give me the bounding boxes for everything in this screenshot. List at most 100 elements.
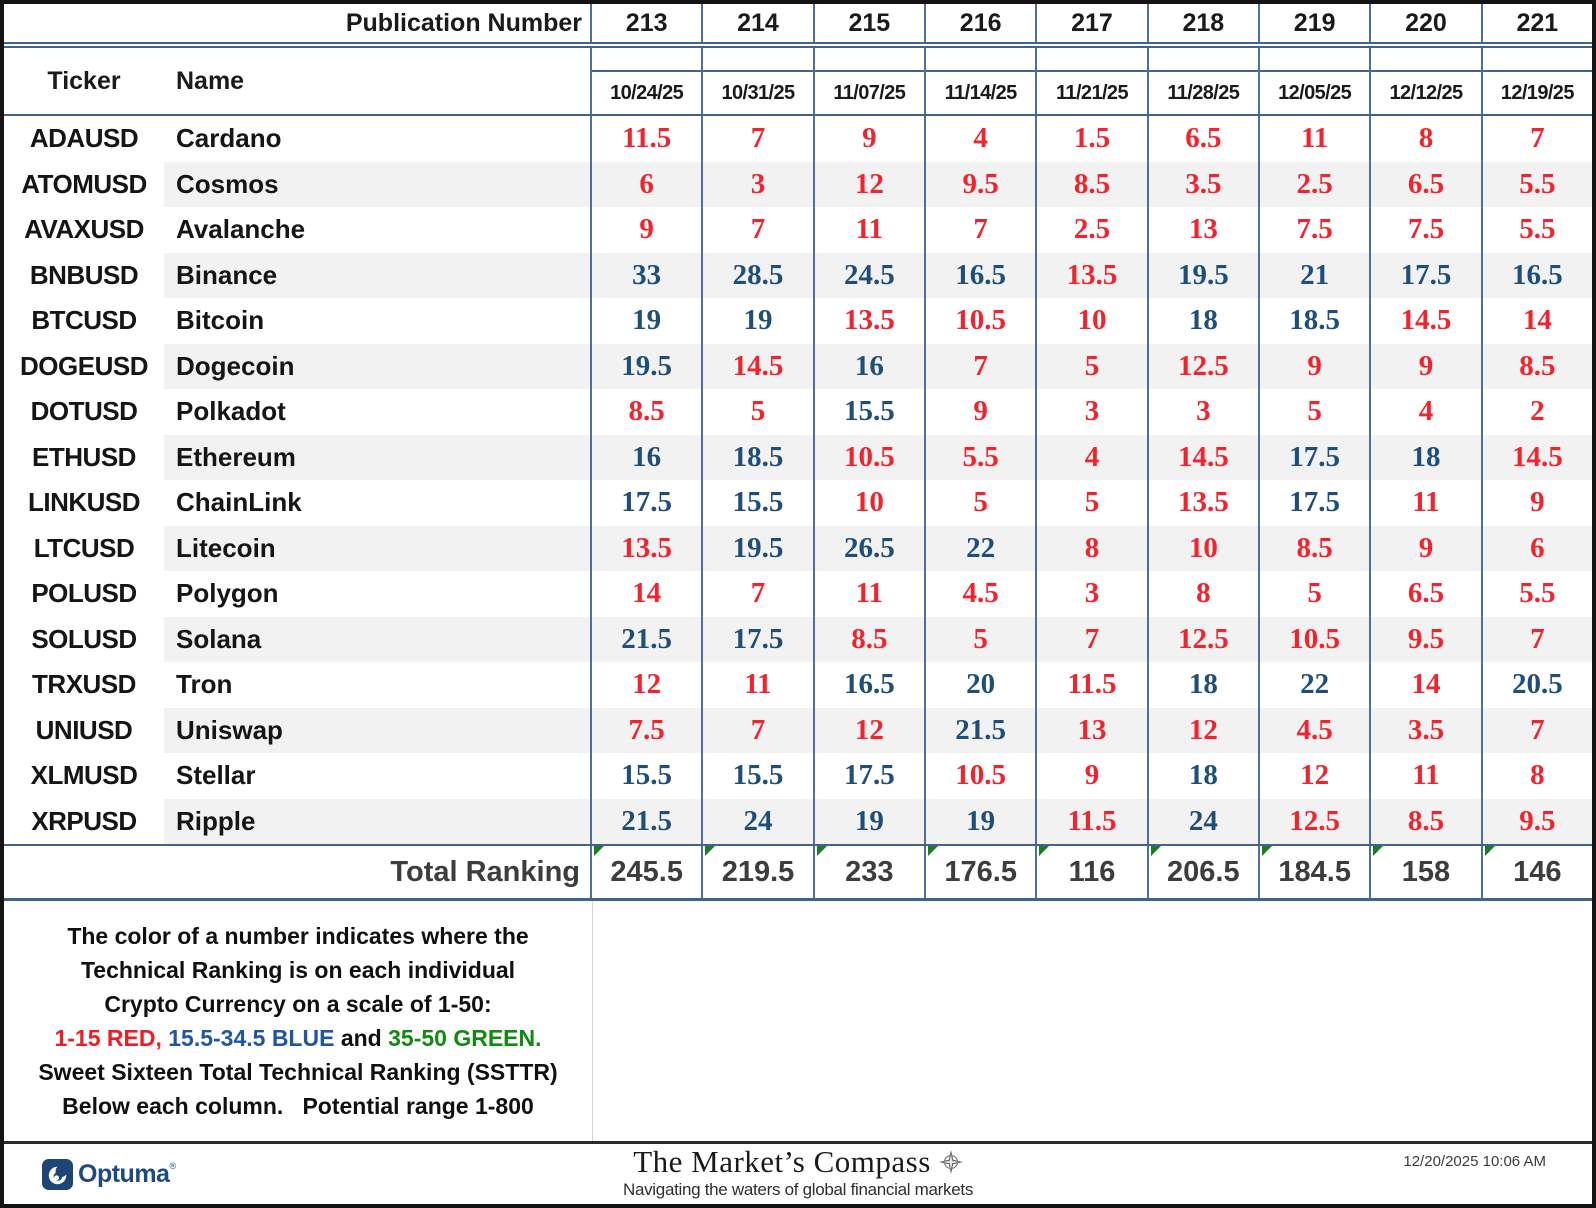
ranking-value-cell: 2.5: [1035, 207, 1146, 253]
ranking-value-cell: 8.5: [1369, 798, 1481, 844]
ranking-value-cell: 8.5: [1480, 343, 1592, 389]
legend-line: Technical Ranking is on each individual: [80, 957, 516, 983]
ranking-value-cell: 3.5: [1146, 161, 1258, 207]
total-ranking-cell: 206.5: [1146, 846, 1258, 898]
legend-scale-segment: 1-15 RED,: [54, 1025, 169, 1051]
table-row: POLUSD Polygon 14 7 11 4.5 3 8 5 6.5 5.5: [4, 571, 1592, 617]
ranking-value-cell: 3: [1035, 571, 1146, 617]
ranking-value-cell: 16.5: [924, 252, 1036, 298]
table-row: ETHUSD Ethereum 16 18.5 10.5 5.5 4 14.5 17.5 18 14…: [4, 434, 1592, 480]
ranking-value-cell: 8.5: [590, 389, 701, 435]
name-column-label: Name: [176, 66, 245, 95]
ranking-value-cell: 8: [1480, 753, 1592, 799]
ranking-value-cell: 19.5: [701, 525, 813, 571]
ranking-value-cell: 14: [590, 571, 701, 617]
ranking-value-cell: 20: [924, 662, 1035, 708]
legend-divider: [592, 901, 593, 1141]
table-row: XRPUSD Ripple 21.5 24 19 19 11.5 24 12.5 8.5 9.5: [4, 798, 1592, 844]
date-label: 10/24/25: [610, 81, 684, 104]
ranking-value-cell: 7.5: [1258, 207, 1369, 253]
ranking-value-cell: 14.5: [1480, 434, 1592, 480]
date-cell: 11/07/25: [812, 48, 924, 114]
ranking-value-cell: 1.5: [1035, 116, 1146, 162]
date-cell-spacer: [1037, 48, 1147, 72]
ranking-value-cell: 24: [1146, 798, 1258, 844]
ranking-value-cell: 7: [701, 207, 812, 253]
ticker-cell: POLUSD: [31, 578, 137, 609]
name-cell: Ripple: [164, 798, 590, 844]
brand-subtitle: Navigating the waters of global financia…: [622, 1180, 974, 1199]
ranking-value-cell: 9: [590, 207, 701, 253]
date-cell: 11/28/25: [1146, 48, 1258, 114]
ranking-value-cell: 12: [590, 662, 701, 708]
ranking-value-cell: 14: [1480, 298, 1592, 344]
ranking-value-cell: 4: [1369, 389, 1480, 435]
ranking-value-cell: 5: [1035, 480, 1146, 526]
ranking-value-cell: 7: [701, 707, 813, 753]
name-cell: Binance: [164, 252, 590, 298]
ranking-value-cell: 12: [812, 707, 924, 753]
ranking-value-cell: 8: [1369, 116, 1480, 162]
table-row: DOGEUSD Dogecoin 19.5 14.5 16 7 5 12.5 9 9 8.5: [4, 343, 1592, 389]
ranking-value-cell: 6: [590, 161, 702, 207]
ranking-value-cell: 10: [812, 480, 924, 526]
table-row: AVAXUSD Avalanche 9 7 11 7 2.5 13 7.5 7.5 5.5: [4, 207, 1592, 253]
table-row: XLMUSD Stellar 15.5 15.5 17.5 10.5 9 18 12 11 8: [4, 753, 1592, 799]
ranking-value-cell: 21: [1258, 252, 1370, 298]
date-cell: 11/21/25: [1035, 48, 1147, 114]
ranking-value-cell: 22: [1258, 662, 1369, 708]
ranking-value-cell: 9: [1480, 480, 1592, 526]
date-cell: 10/31/25: [701, 48, 813, 114]
ranking-value-cell: 21.5: [924, 707, 1036, 753]
table-row: LTCUSD Litecoin 13.5 19.5 26.5 22 8 10 8.5 9 6: [4, 525, 1592, 571]
name-cell: Cardano: [176, 123, 282, 154]
publication-number-cell: 218: [1146, 4, 1258, 42]
optuma-logo: Optuma ®: [42, 1159, 176, 1190]
ranking-value-cell: 7.5: [590, 707, 702, 753]
report-timestamp: 12/20/2025 10:06 AM: [1403, 1153, 1546, 1170]
date-label: 11/21/25: [1056, 81, 1129, 104]
name-cell: Avalanche: [176, 214, 306, 245]
ranking-value-cell: 9.5: [924, 161, 1036, 207]
date-cell: 10/24/25: [590, 48, 702, 114]
ranking-value-cell: 17.5: [1369, 252, 1481, 298]
ranking-value-cell: 13: [1035, 707, 1147, 753]
name-cell: Stellar: [176, 760, 256, 791]
ranking-value-cell: 16: [590, 434, 702, 480]
ranking-value-cell: 4: [924, 116, 1035, 162]
table-row: ADAUSD Cardano 11.5 7 9 4 1.5 6.5 11 8 7: [4, 116, 1592, 162]
ranking-value-cell: 2.5: [1258, 161, 1370, 207]
ranking-value-cell: 7: [1480, 707, 1592, 753]
ticker-cell: BNBUSD: [4, 252, 164, 298]
ranking-value-cell: 5.5: [1480, 161, 1592, 207]
date-cell-spacer: [1260, 48, 1370, 72]
ranking-value-cell: 4: [1035, 434, 1147, 480]
ranking-value-cell: 12: [1146, 707, 1258, 753]
table-row: ATOMUSD Cosmos 6 3 12 9.5 8.5 3.5 2.5 6.5 5.5: [4, 161, 1592, 207]
publication-number-cell: 220: [1369, 4, 1480, 42]
table-row: BTCUSD Bitcoin 19 19 13.5 10.5 10 18 18.5 14.5 14: [4, 298, 1592, 344]
ranking-value-cell: 11.5: [590, 116, 701, 162]
date-cell-spacer: [1148, 48, 1258, 72]
ranking-value-cell: 6.5: [1369, 571, 1480, 617]
ranking-value-cell: 11: [1369, 753, 1480, 799]
column-header-row: Ticker Name 10/24/25 10/31/25 11/07/25 11/1…: [4, 48, 1592, 114]
ranking-table-body: ADAUSD Cardano 11.5 7 9 4 1.5 6.5 11 8 7 ATOMUSD Cos…: [4, 116, 1592, 844]
ranking-value-cell: 13.5: [1146, 480, 1258, 526]
ranking-value-cell: 15.5: [812, 389, 924, 435]
ranking-value-cell: 5.5: [1480, 207, 1592, 253]
ranking-value-cell: 17.5: [1258, 480, 1369, 526]
ranking-value-cell: 3: [1146, 389, 1258, 435]
optuma-label: Optuma: [78, 1160, 170, 1188]
legend-scale-segment: 15.5-34.5 BLUE: [168, 1025, 335, 1051]
ranking-value-cell: 6: [1480, 525, 1592, 571]
ranking-value-cell: 9: [1035, 753, 1146, 799]
ticker-cell: XLMUSD: [30, 760, 138, 791]
ranking-value-cell: 19: [701, 298, 812, 344]
table-row: DOTUSD Polkadot 8.5 5 15.5 9 3 3 5 4 2: [4, 389, 1592, 435]
ranking-value-cell: 11: [1369, 480, 1480, 526]
ranking-value-cell: 9: [812, 116, 924, 162]
ranking-value-cell: 18: [1369, 434, 1481, 480]
ticker-cell: AVAXUSD: [24, 214, 144, 245]
